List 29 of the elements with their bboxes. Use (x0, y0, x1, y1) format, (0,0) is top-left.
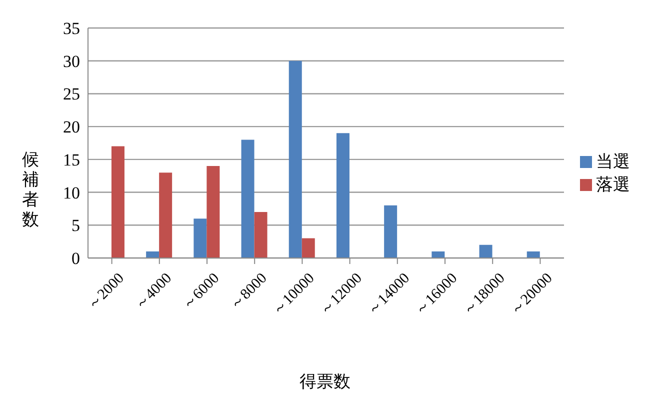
bar (146, 251, 160, 258)
bar (194, 218, 207, 258)
legend-label: 落選 (596, 174, 630, 194)
x-axis-title: 得票数 (298, 371, 352, 393)
y-tick-label: 35 (63, 19, 80, 38)
y-tick-label: 10 (63, 183, 80, 202)
bar (432, 251, 445, 258)
x-tick-label: ～4000 (132, 270, 176, 314)
bar (384, 205, 398, 258)
y-tick-label: 25 (63, 84, 80, 104)
bar (254, 212, 268, 258)
bar (302, 238, 315, 258)
bar (288, 60, 302, 258)
y-tick-label: 20 (63, 118, 80, 137)
legend-label: 当選 (596, 152, 630, 172)
bar (336, 133, 350, 258)
bar (111, 146, 124, 258)
y-tick-label: 30 (63, 52, 80, 71)
x-tick-label: ～8000 (227, 270, 270, 314)
x-tick-label: ～6000 (179, 270, 223, 314)
bar (479, 244, 492, 258)
bar (526, 251, 540, 258)
bar (206, 166, 220, 258)
y-tick-label: 0 (72, 249, 80, 268)
y-tick-label: 15 (63, 150, 80, 170)
y-axis-title: 候補者数 (22, 150, 40, 230)
bar (159, 172, 172, 258)
bar (241, 140, 254, 258)
y-tick-label: 5 (72, 216, 80, 236)
